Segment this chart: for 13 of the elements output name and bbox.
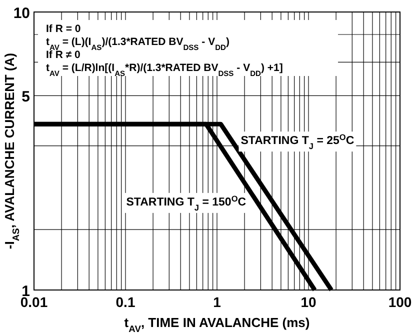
y-tick-label: 10: [13, 5, 30, 22]
x-tick-label: 100: [388, 294, 412, 310]
y-tick-label: 5: [22, 88, 30, 106]
x-axis-title: t$_{AV}$, TIME IN AVALANCHE (ms): [124, 315, 310, 334]
x-tick-label: 1: [213, 294, 222, 310]
annotation: If R ≠ 0: [46, 49, 81, 61]
annotation: If R = 0: [46, 23, 81, 35]
x-tick-label: 0.1: [116, 294, 136, 310]
series-label: STARTING T$_{J}$ = 25$^{O}$C: [240, 132, 354, 151]
series-label: STARTING T$_{J}$ = 150$^{O}$C: [126, 194, 246, 212]
x-tick-label: 10: [300, 294, 316, 310]
text: t$_{AV}$ = (L/R)ln[(I$_{AS}$*R)/(1.3*RATED BV$_{DSS}$ - V$_{DD}$) +1]: [46, 62, 283, 78]
text: t$_{AV}$ = (L)(I$_{AS}$)/(1.3*RATED BV$_{DSS}$ - V$_{DD}$): [46, 36, 230, 52]
